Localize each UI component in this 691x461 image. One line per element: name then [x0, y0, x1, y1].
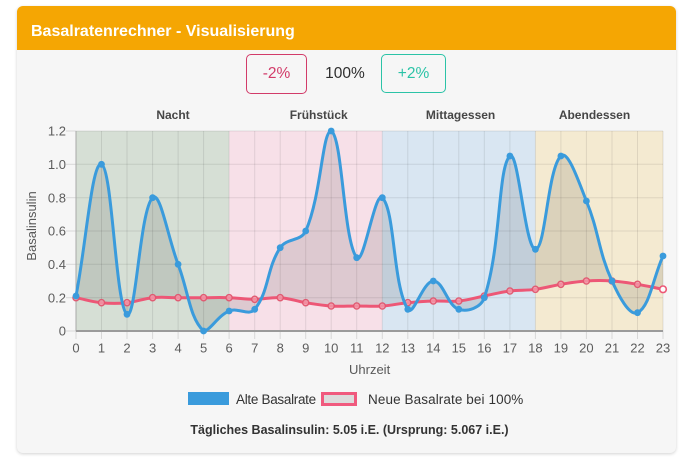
svg-text:1.2: 1.2: [48, 124, 66, 139]
svg-text:14: 14: [426, 341, 440, 356]
svg-text:5: 5: [200, 341, 207, 356]
svg-text:0.6: 0.6: [48, 224, 66, 239]
svg-text:11: 11: [350, 341, 364, 356]
svg-text:10: 10: [324, 341, 338, 356]
svg-text:Nacht: Nacht: [156, 108, 189, 122]
svg-text:Basalinsulin: Basalinsulin: [24, 191, 39, 260]
svg-text:7: 7: [251, 341, 258, 356]
svg-text:6: 6: [225, 341, 232, 356]
svg-text:23: 23: [656, 341, 670, 356]
svg-text:0.4: 0.4: [48, 257, 66, 272]
svg-text:4: 4: [174, 341, 181, 356]
svg-text:Mittagessen: Mittagessen: [426, 108, 495, 122]
svg-text:19: 19: [554, 341, 568, 356]
svg-text:21: 21: [605, 341, 619, 356]
svg-text:Uhrzeit: Uhrzeit: [349, 362, 391, 377]
svg-text:12: 12: [375, 341, 389, 356]
svg-text:15: 15: [452, 341, 466, 356]
svg-text:0.2: 0.2: [48, 290, 66, 305]
svg-text:Frühstück: Frühstück: [290, 108, 348, 122]
svg-text:18: 18: [528, 341, 542, 356]
svg-text:3: 3: [149, 341, 156, 356]
svg-text:0.8: 0.8: [48, 190, 66, 205]
svg-text:22: 22: [630, 341, 644, 356]
svg-text:1: 1: [98, 341, 105, 356]
svg-text:0: 0: [59, 324, 66, 339]
svg-text:2: 2: [123, 341, 130, 356]
svg-text:20: 20: [579, 341, 593, 356]
svg-text:0: 0: [72, 341, 79, 356]
svg-text:13: 13: [401, 341, 415, 356]
svg-text:Abendessen: Abendessen: [559, 108, 630, 122]
svg-text:8: 8: [277, 341, 284, 356]
svg-text:16: 16: [477, 341, 491, 356]
svg-text:1.0: 1.0: [48, 157, 66, 172]
svg-text:9: 9: [302, 341, 309, 356]
svg-text:17: 17: [503, 341, 517, 356]
